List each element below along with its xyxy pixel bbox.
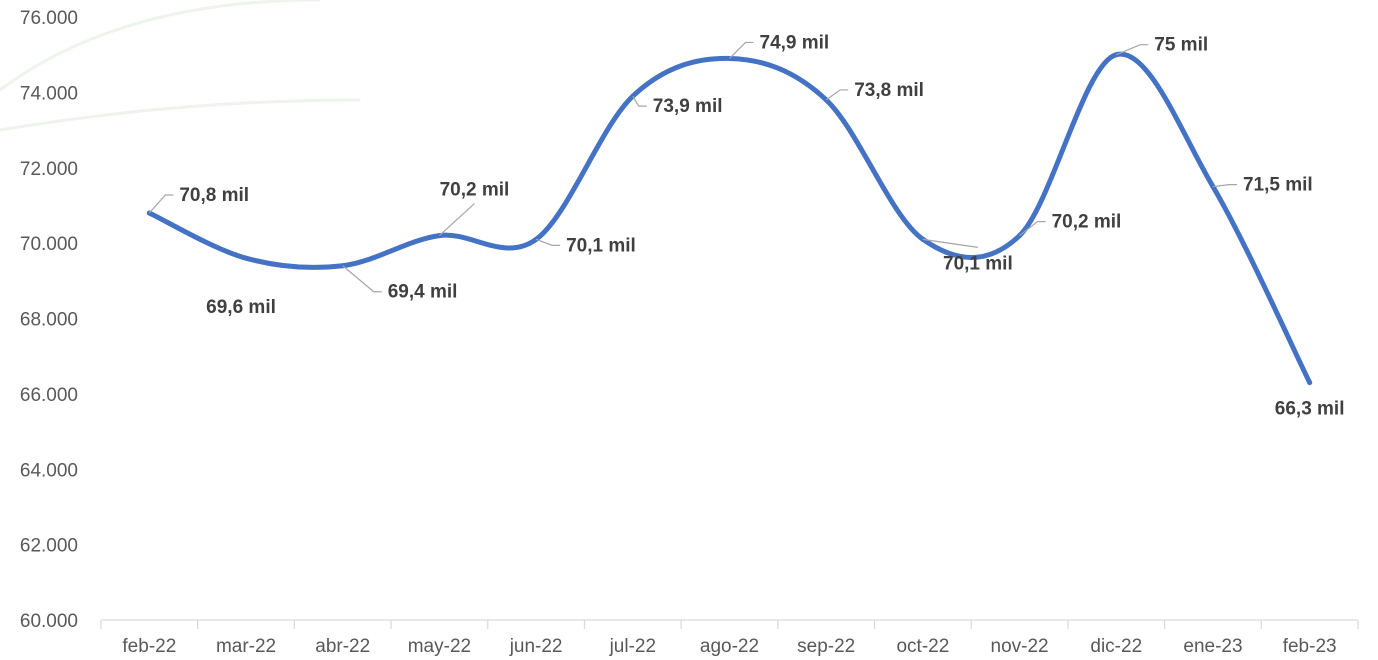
x-tick-label: nov-22	[991, 636, 1049, 657]
data-label-leader	[825, 89, 849, 101]
x-tick-label: jul-22	[609, 636, 656, 657]
data-label-leader	[342, 265, 382, 293]
x-tick-label: feb-23	[1283, 636, 1337, 657]
data-label-leader	[535, 238, 561, 246]
data-point	[1307, 380, 1313, 386]
x-tick-label: may-22	[408, 636, 471, 657]
x-axis: feb-22 mar-22 abr-22 may-22 jun-22 jul-22 ago-…	[100, 619, 1359, 657]
data-label-leader	[1019, 220, 1046, 237]
data-label: 66,3 mil	[1275, 399, 1345, 420]
data-label: 70,8 mil	[179, 185, 249, 206]
decorative-arc	[0, 0, 321, 92]
decorative-arc	[0, 98, 361, 132]
y-tick-label: 76.000	[20, 8, 78, 29]
y-tick-label: 68.000	[20, 310, 78, 331]
data-label-leader	[439, 203, 475, 237]
x-tick-label: jun-22	[509, 636, 563, 657]
data-label: 70,2 mil	[1052, 212, 1122, 233]
data-label: 70,1 mil	[566, 235, 636, 256]
data-label: 70,2 mil	[440, 180, 510, 201]
y-axis: 60.000 62.000 64.000 66.000 68.000 70.000 72.0…	[20, 8, 78, 632]
data-label: 73,9 mil	[653, 96, 723, 117]
data-label-leader	[729, 41, 754, 59]
y-tick-label: 64.000	[20, 460, 78, 481]
data-label-leader	[1116, 44, 1149, 56]
x-tick-label: mar-22	[216, 636, 276, 657]
x-tick-label: feb-22	[122, 636, 176, 657]
data-labels-layer: 70,8 mil 69,6 mil 69,4 mil 70,2 mil 70,1 mil…	[148, 32, 1345, 420]
y-tick-label: 70.000	[20, 234, 78, 255]
data-label-leader	[148, 194, 174, 214]
data-label: 69,6 mil	[206, 297, 276, 318]
data-label: 69,4 mil	[388, 282, 458, 303]
y-tick-label: 62.000	[20, 536, 78, 557]
x-tick-label: abr-22	[315, 636, 370, 657]
x-tick-label: ene-23	[1183, 636, 1242, 657]
data-label: 75 mil	[1154, 35, 1208, 56]
y-tick-label: 74.000	[20, 83, 78, 104]
y-tick-label: 60.000	[20, 611, 78, 632]
x-tick-label: oct-22	[896, 636, 949, 657]
x-tick-label: ago-22	[700, 636, 759, 657]
data-label: 73,8 mil	[854, 80, 924, 101]
data-label-leader	[1212, 183, 1237, 188]
series-layer	[146, 51, 1313, 386]
series-line	[146, 51, 1313, 386]
data-label: 74,9 mil	[760, 32, 830, 53]
data-label: 70,1 mil	[943, 253, 1013, 274]
data-point	[243, 255, 249, 261]
x-tick-label: dic-22	[1090, 636, 1142, 657]
data-label: 71,5 mil	[1243, 175, 1313, 196]
data-label-leader	[922, 238, 978, 248]
background-decoration	[0, 0, 361, 132]
y-tick-label: 66.000	[20, 385, 78, 406]
x-tick-label: sep-22	[797, 636, 855, 657]
y-tick-label: 72.000	[20, 159, 78, 180]
data-label-leader	[632, 95, 647, 107]
